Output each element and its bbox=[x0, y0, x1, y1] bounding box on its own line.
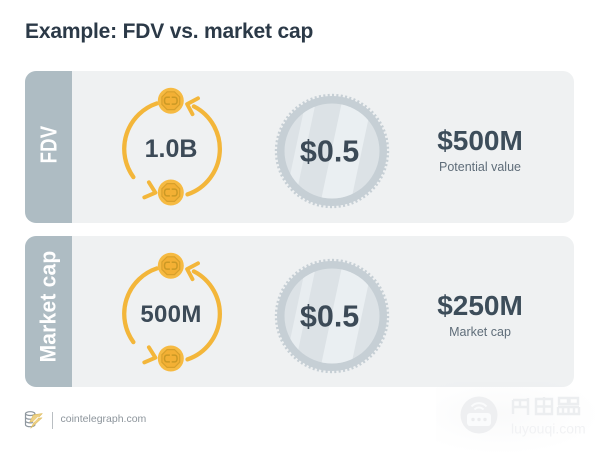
svg-text:$0.5: $0.5 bbox=[300, 134, 359, 168]
svg-text:luyouqi.com: luyouqi.com bbox=[511, 421, 586, 437]
svg-text:$0.5: $0.5 bbox=[300, 299, 359, 333]
